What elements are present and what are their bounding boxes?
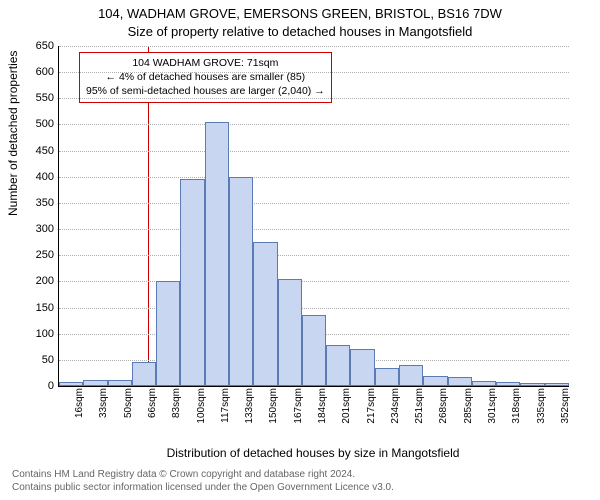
annotation-line: 95% of semi-detached houses are larger (… bbox=[86, 84, 325, 98]
histogram-bar bbox=[423, 376, 447, 386]
x-tick-label: 66sqm bbox=[147, 388, 158, 432]
histogram-bar bbox=[472, 381, 496, 386]
y-tick-label: 550 bbox=[14, 92, 54, 104]
y-tick-label: 450 bbox=[14, 145, 54, 157]
gridline bbox=[59, 255, 569, 256]
histogram-bar bbox=[253, 242, 277, 386]
gridline bbox=[59, 46, 569, 47]
gridline bbox=[59, 72, 569, 73]
x-tick-label: 133sqm bbox=[244, 388, 255, 432]
histogram-bar bbox=[205, 122, 229, 386]
x-tick-label: 167sqm bbox=[293, 388, 304, 432]
footer-line1: Contains HM Land Registry data © Crown c… bbox=[12, 468, 394, 481]
y-tick-label: 200 bbox=[14, 275, 54, 287]
histogram-bar bbox=[108, 380, 132, 386]
x-tick-label: 217sqm bbox=[366, 388, 377, 432]
annotation-line: 104 WADHAM GROVE: 71sqm bbox=[86, 56, 325, 70]
plot-area: 104 WADHAM GROVE: 71sqm← 4% of detached … bbox=[58, 46, 569, 387]
y-tick-label: 0 bbox=[14, 380, 54, 392]
x-tick-label: 83sqm bbox=[171, 388, 182, 432]
x-tick-label: 184sqm bbox=[317, 388, 328, 432]
y-tick-label: 100 bbox=[14, 328, 54, 340]
gridline bbox=[59, 124, 569, 125]
gridline bbox=[59, 151, 569, 152]
gridline bbox=[59, 281, 569, 282]
y-tick-label: 250 bbox=[14, 249, 54, 261]
histogram-bar bbox=[545, 383, 569, 386]
x-tick-label: 117sqm bbox=[220, 388, 231, 432]
x-tick-label: 50sqm bbox=[123, 388, 134, 432]
histogram-bar bbox=[448, 377, 472, 386]
x-tick-label: 318sqm bbox=[511, 388, 522, 432]
x-tick-label: 285sqm bbox=[463, 388, 474, 432]
x-tick-label: 150sqm bbox=[268, 388, 279, 432]
gridline bbox=[59, 203, 569, 204]
y-tick-label: 400 bbox=[14, 171, 54, 183]
histogram-bar bbox=[180, 179, 204, 386]
histogram-bar bbox=[302, 315, 326, 386]
x-axis-label: Distribution of detached houses by size … bbox=[58, 446, 568, 460]
histogram-bar bbox=[520, 383, 544, 386]
histogram-bar bbox=[375, 368, 399, 386]
histogram-bar bbox=[278, 279, 302, 386]
histogram-bar bbox=[156, 281, 180, 386]
footer-line2: Contains public sector information licen… bbox=[12, 481, 394, 494]
annotation-box: 104 WADHAM GROVE: 71sqm← 4% of detached … bbox=[79, 52, 332, 103]
chart-title-line2: Size of property relative to detached ho… bbox=[0, 24, 600, 39]
histogram-bar bbox=[229, 177, 253, 386]
y-tick-label: 600 bbox=[14, 66, 54, 78]
y-tick-label: 300 bbox=[14, 223, 54, 235]
y-tick-label: 350 bbox=[14, 197, 54, 209]
x-tick-label: 234sqm bbox=[390, 388, 401, 432]
histogram-bar bbox=[496, 382, 520, 386]
chart-title-line1: 104, WADHAM GROVE, EMERSONS GREEN, BRIST… bbox=[0, 6, 600, 21]
histogram-bar bbox=[83, 380, 107, 386]
histogram-bar bbox=[59, 382, 83, 386]
y-tick-label: 650 bbox=[14, 40, 54, 52]
x-tick-label: 16sqm bbox=[74, 388, 85, 432]
histogram-bar bbox=[350, 349, 374, 386]
histogram-bar bbox=[399, 365, 423, 386]
x-tick-label: 100sqm bbox=[196, 388, 207, 432]
footer-text: Contains HM Land Registry data © Crown c… bbox=[12, 468, 394, 494]
gridline bbox=[59, 308, 569, 309]
x-tick-label: 268sqm bbox=[438, 388, 449, 432]
x-tick-label: 251sqm bbox=[414, 388, 425, 432]
gridline bbox=[59, 98, 569, 99]
x-tick-label: 301sqm bbox=[487, 388, 498, 432]
gridline bbox=[59, 229, 569, 230]
histogram-bar bbox=[326, 345, 350, 386]
x-tick-label: 352sqm bbox=[560, 388, 571, 432]
y-tick-label: 50 bbox=[14, 354, 54, 366]
y-tick-label: 500 bbox=[14, 118, 54, 130]
x-tick-label: 201sqm bbox=[341, 388, 352, 432]
y-tick-label: 150 bbox=[14, 302, 54, 314]
histogram-bar bbox=[132, 362, 156, 386]
x-tick-label: 33sqm bbox=[98, 388, 109, 432]
gridline bbox=[59, 177, 569, 178]
x-tick-label: 335sqm bbox=[536, 388, 547, 432]
chart-frame: 104, WADHAM GROVE, EMERSONS GREEN, BRIST… bbox=[0, 0, 600, 500]
